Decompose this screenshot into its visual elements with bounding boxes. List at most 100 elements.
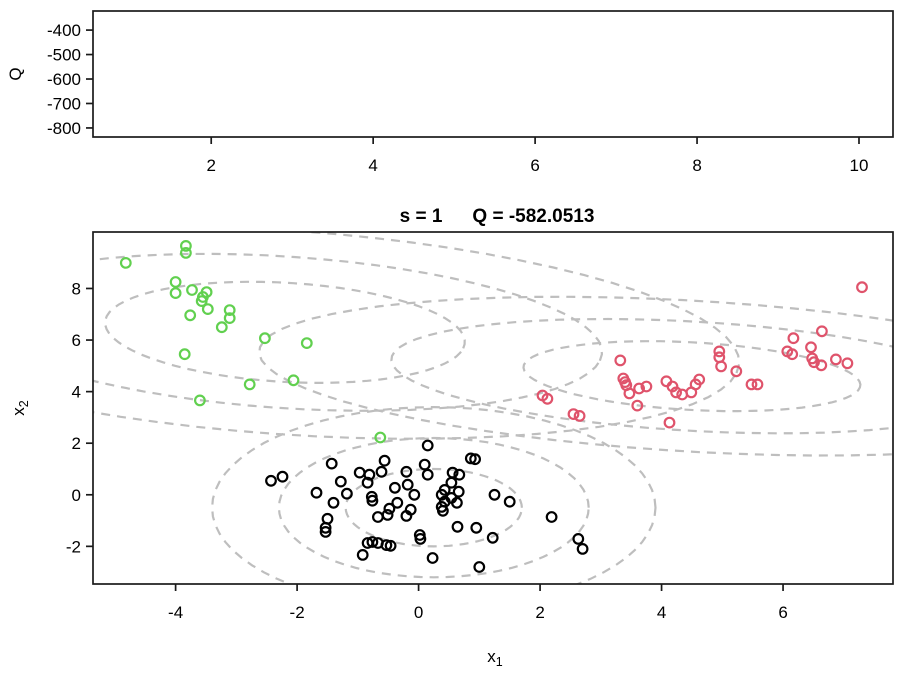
data-point (381, 509, 394, 521)
data-point (633, 382, 645, 395)
data-point (374, 431, 387, 444)
data-point (830, 353, 842, 366)
y-tick-label: 0 (72, 486, 81, 505)
data-point (421, 439, 434, 452)
data-point (178, 348, 191, 361)
plot-title-s: s = 1 (400, 206, 443, 227)
data-point (713, 345, 726, 358)
data-point (453, 468, 466, 481)
data-point (815, 359, 828, 372)
plot-area (93, 232, 893, 584)
plot-title: s = 1 Q = -582.0513 (400, 206, 595, 227)
contour-ellipse (277, 436, 590, 579)
data-point (451, 520, 464, 533)
data-point (445, 476, 458, 489)
data-point (572, 533, 585, 545)
data-point (576, 543, 589, 555)
data-point (730, 365, 743, 378)
y-tick-label: -400 (47, 21, 81, 40)
data-point (384, 539, 397, 552)
data-point (623, 387, 636, 400)
x-tick-label: 10 (850, 156, 869, 175)
plot-frame (92, 231, 894, 585)
data-point (663, 416, 676, 429)
data-point (391, 496, 404, 509)
contour-ellipse (390, 317, 893, 435)
y-tick-label: 8 (72, 279, 81, 298)
x-tick-label: 0 (414, 603, 423, 622)
data-point (670, 386, 682, 399)
data-point (488, 488, 501, 501)
x2-axis-label-base: x (9, 407, 28, 416)
x-tick-label: 6 (778, 603, 787, 622)
data-point (375, 465, 388, 478)
data-point (414, 533, 427, 545)
x-tick-label: 2 (535, 603, 544, 622)
series-cluster-black (265, 439, 589, 573)
contour-ellipse (104, 280, 466, 385)
data-point (469, 453, 482, 466)
data-point (319, 526, 332, 538)
x-tick-label: 2 (206, 156, 215, 175)
data-point (200, 286, 213, 299)
data-point (400, 465, 413, 478)
y-tick-label: -800 (47, 119, 81, 138)
data-point (631, 399, 644, 412)
y-tick-label: 2 (72, 434, 81, 453)
data-point (325, 457, 338, 470)
data-point (473, 561, 486, 573)
data-point (856, 281, 868, 294)
data-point (243, 378, 256, 391)
data-point (451, 496, 463, 509)
plot-frame (92, 10, 894, 138)
data-point (666, 380, 679, 393)
data-point (383, 502, 396, 515)
data-point (745, 378, 758, 391)
data-point (693, 373, 706, 386)
data-point (341, 487, 353, 500)
contour-ellipse (210, 405, 657, 584)
data-point (715, 360, 727, 373)
data-point (401, 478, 414, 491)
x2-axis-label-sub: 2 (17, 400, 31, 407)
series-cluster-green (119, 239, 387, 444)
data-point (426, 552, 439, 564)
x-tick-label: 4 (657, 603, 666, 622)
data-point (179, 239, 192, 252)
data-point (223, 312, 236, 325)
data-point (287, 374, 300, 387)
y-tick-label: -600 (47, 70, 81, 89)
x-tick-label: 8 (692, 156, 701, 175)
data-point (567, 408, 580, 421)
q-trace-panel: 2 4 6 8 10 -400 -500 -600 -700 -800 (47, 10, 894, 175)
data-point (816, 325, 828, 338)
data-point (265, 474, 277, 487)
data-point (300, 337, 313, 350)
x1-axis-label-base: x (487, 647, 496, 666)
data-point (310, 486, 323, 499)
data-point (541, 392, 554, 405)
data-point (169, 287, 182, 300)
data-point (259, 332, 271, 345)
data-point (184, 309, 197, 322)
data-point (372, 511, 384, 523)
scatter-panel: -4 -2 0 2 4 6 -2 0 2 4 6 8 (66, 231, 894, 622)
x-tick-label: 4 (368, 156, 377, 175)
data-point (363, 468, 376, 481)
x2-axis-label: x2 (9, 400, 31, 416)
data-point (805, 341, 817, 354)
data-point (319, 521, 332, 534)
data-point (186, 284, 198, 296)
series-cluster-red (536, 281, 868, 429)
contour-ellipse (93, 232, 741, 440)
data-point (470, 521, 483, 534)
data-point (437, 504, 449, 517)
data-point (179, 246, 192, 259)
data-point (356, 549, 369, 561)
data-point (276, 470, 289, 483)
data-point (193, 394, 206, 407)
contour-ellipse (344, 467, 524, 548)
data-point (404, 503, 417, 516)
